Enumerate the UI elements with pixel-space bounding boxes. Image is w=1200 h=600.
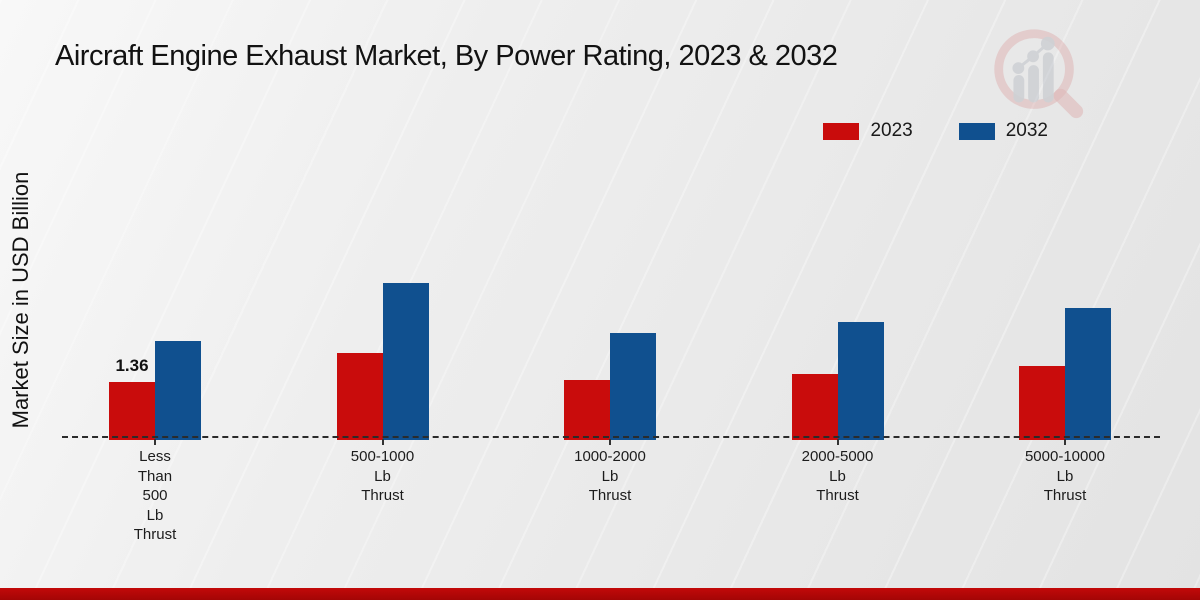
x-tick-2000-5000-lb-thrust — [836, 439, 839, 445]
bar-2023-less-than-500-lb-thrust — [109, 382, 155, 440]
bottom-strip — [0, 588, 1200, 600]
bar-2032-2000-5000-lb-thrust — [837, 322, 884, 440]
x-tick-500-1000-lb-thrust — [381, 439, 384, 445]
legend-item-2023: 2023 — [823, 120, 913, 142]
bar-2023-2000-5000-lb-thrust — [791, 374, 838, 440]
bar-chart-icon — [1012, 36, 1055, 103]
logo-watermark — [994, 29, 1084, 119]
legend-item-2032: 2032 — [958, 120, 1048, 142]
bar-2032-1000-2000-lb-thrust — [610, 333, 656, 440]
bar-2023-5000-10000-lb-thrust — [1019, 366, 1065, 440]
x-tick-5000-10000-lb-thrust — [1064, 439, 1066, 445]
chart-title: Aircraft Engine Exhaust Market, By Power… — [55, 40, 838, 72]
x-tick-1000-2000-lb-thrust — [609, 439, 611, 445]
bar-2023-500-1000-lb-thrust — [336, 353, 383, 440]
x-axis-baseline — [62, 436, 1160, 438]
legend-label-2023: 2023 — [870, 120, 913, 141]
x-tick-label-less-than-500-lb-thrust: Less Than 500 Lb Thrust — [133, 448, 177, 543]
x-tick-label-500-1000-lb-thrust: 500-1000 Lb Thrust — [350, 448, 415, 504]
x-tick-label-5000-10000-lb-thrust: 5000-10000 Lb Thrust — [1024, 448, 1106, 504]
bar-2023-1000-2000-lb-thrust — [564, 380, 610, 440]
x-tick-less-than-500-lb-thrust — [154, 439, 156, 445]
bar-2032-less-than-500-lb-thrust — [155, 341, 201, 440]
legend-swatch-2032 — [958, 122, 995, 140]
legend: 2023 2032 — [823, 120, 1048, 142]
bar-value-label-2023-less-than-500-lb-thrust: 1.36 — [115, 356, 149, 375]
magnifier-icon — [994, 29, 1084, 119]
legend-label-2032: 2032 — [1005, 120, 1048, 141]
legend-swatch-2023 — [823, 122, 860, 140]
x-tick-label-1000-2000-lb-thrust: 1000-2000 Lb Thrust — [574, 448, 646, 504]
bar-2032-500-1000-lb-thrust — [382, 283, 429, 440]
bar-2032-5000-10000-lb-thrust — [1065, 308, 1111, 440]
x-tick-label-2000-5000-lb-thrust: 2000-5000 Lb Thrust — [801, 448, 874, 504]
